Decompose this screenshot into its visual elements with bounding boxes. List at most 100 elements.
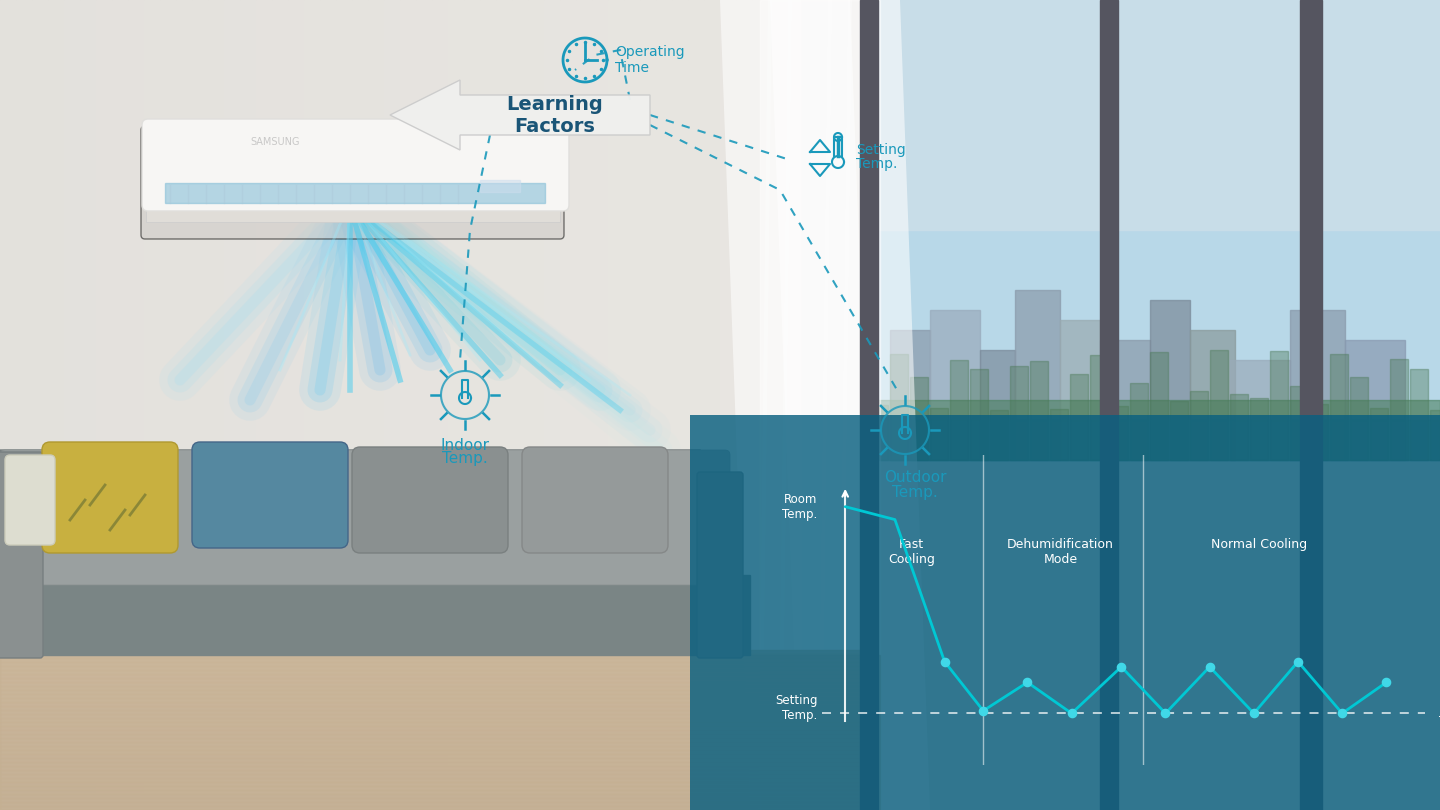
Bar	[1270, 351, 1287, 460]
Bar	[736, 0, 752, 810]
Bar	[96, 0, 112, 810]
Bar	[1151, 352, 1168, 460]
Text: Learning
Factors: Learning Factors	[507, 95, 603, 135]
Bar	[81, 0, 96, 810]
Bar	[971, 369, 988, 460]
Point	[972, 704, 995, 717]
Bar	[0, 678, 870, 682]
Bar	[860, 0, 878, 810]
Bar	[0, 774, 870, 778]
Bar	[0, 718, 870, 722]
FancyBboxPatch shape	[521, 447, 668, 553]
Bar	[320, 0, 336, 810]
Bar	[760, 0, 880, 810]
Bar	[0, 754, 870, 758]
Bar	[0, 694, 870, 698]
Point	[1060, 707, 1083, 720]
Bar	[0, 794, 870, 798]
Bar	[1410, 369, 1428, 460]
Bar	[704, 0, 720, 810]
Bar	[480, 0, 495, 810]
Bar	[657, 0, 672, 810]
Bar	[128, 0, 144, 810]
Bar	[166, 183, 544, 203]
Bar	[528, 0, 544, 810]
Point	[1198, 660, 1221, 673]
Bar	[0, 670, 870, 674]
Bar	[0, 706, 870, 710]
Bar	[0, 690, 870, 694]
Bar	[1250, 399, 1269, 460]
FancyBboxPatch shape	[0, 452, 43, 658]
Bar	[720, 0, 736, 810]
Point	[1110, 660, 1133, 673]
Bar	[1290, 386, 1308, 460]
Bar	[0, 798, 870, 802]
Bar	[63, 0, 81, 810]
Bar	[0, 702, 870, 706]
Text: Temp.: Temp.	[855, 157, 897, 171]
Bar	[1090, 356, 1107, 460]
Text: Fast
Cooling: Fast Cooling	[888, 538, 935, 565]
Bar	[0, 722, 870, 726]
Bar	[0, 655, 880, 810]
Bar	[0, 770, 870, 774]
Point	[1286, 655, 1309, 668]
Bar	[930, 408, 948, 460]
Bar	[1345, 340, 1405, 460]
Bar	[32, 0, 48, 810]
Text: Temp.: Temp.	[442, 451, 488, 467]
Bar	[0, 575, 750, 655]
Bar	[1130, 383, 1148, 460]
Text: Outdoor: Outdoor	[884, 471, 946, 485]
FancyBboxPatch shape	[143, 119, 569, 211]
Polygon shape	[720, 0, 880, 810]
Bar	[0, 782, 870, 786]
Bar	[369, 0, 384, 810]
Bar	[0, 658, 870, 662]
Bar	[0, 666, 870, 670]
Bar	[495, 0, 513, 810]
Bar	[288, 0, 304, 810]
Bar	[0, 806, 870, 810]
Polygon shape	[770, 0, 930, 810]
FancyBboxPatch shape	[42, 442, 179, 553]
FancyBboxPatch shape	[4, 455, 55, 545]
Bar	[0, 758, 870, 762]
Bar	[1290, 310, 1345, 460]
Bar	[1351, 377, 1368, 460]
Bar	[1369, 408, 1388, 460]
Bar	[0, 766, 870, 770]
FancyBboxPatch shape	[192, 442, 348, 548]
Bar	[160, 0, 176, 810]
Bar	[1310, 404, 1328, 460]
Text: SAMSUNG: SAMSUNG	[251, 137, 300, 147]
Bar	[1060, 320, 1100, 460]
Text: Setting
Temp.: Setting Temp.	[775, 694, 818, 723]
Bar	[1169, 401, 1188, 460]
Bar	[0, 750, 870, 754]
Bar	[870, 0, 1440, 460]
Bar	[950, 360, 968, 460]
Bar	[560, 0, 576, 810]
Bar	[0, 698, 870, 702]
Bar	[0, 762, 870, 766]
Bar	[1151, 300, 1189, 460]
Text: Dehumidification
Mode: Dehumidification Mode	[1007, 538, 1115, 565]
Bar	[384, 0, 400, 810]
Point	[1153, 707, 1176, 720]
Point	[1375, 676, 1398, 688]
Bar	[176, 0, 192, 810]
Bar	[464, 0, 480, 810]
Bar	[1050, 409, 1068, 460]
Bar	[0, 802, 870, 806]
Text: Normal Cooling: Normal Cooling	[1211, 538, 1308, 551]
Bar	[240, 0, 256, 810]
Text: Time: Time	[615, 61, 649, 75]
Bar	[1331, 354, 1348, 460]
Bar	[0, 686, 870, 690]
Bar	[0, 674, 870, 678]
Polygon shape	[0, 450, 740, 655]
Bar	[592, 0, 608, 810]
Bar	[112, 0, 128, 810]
